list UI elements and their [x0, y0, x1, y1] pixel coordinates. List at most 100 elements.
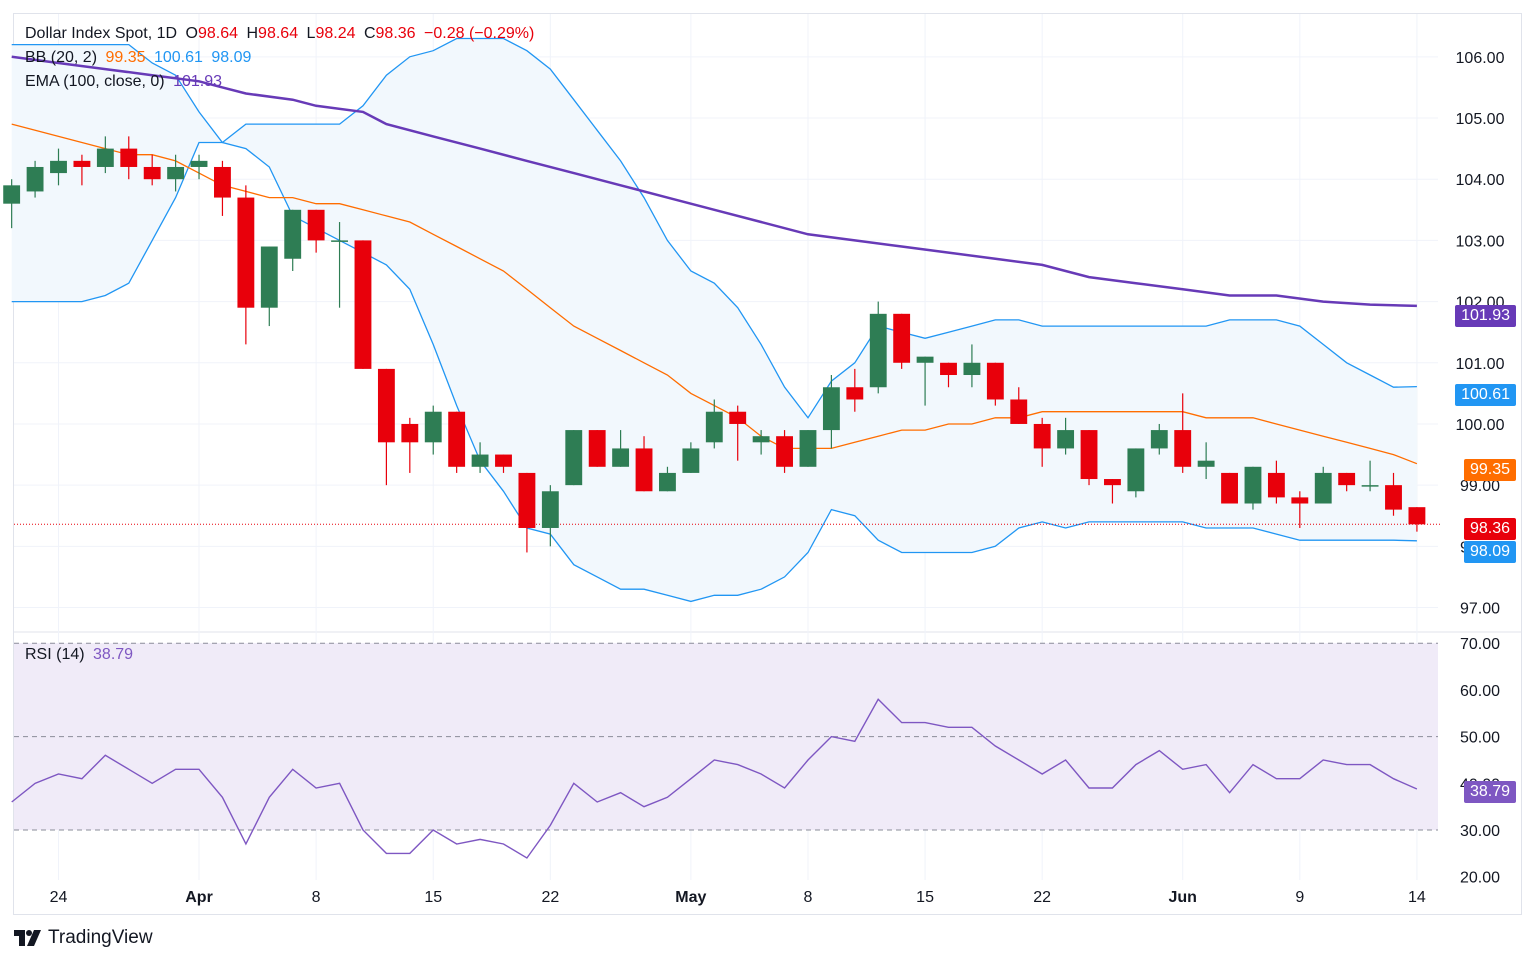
- time-tick-label: May: [675, 889, 706, 906]
- rsi-tick-label: 20.00: [1460, 870, 1500, 887]
- bb-upper-price-label: 100.61: [1455, 384, 1516, 406]
- candle-body: [73, 160, 91, 167]
- low-label: L: [306, 25, 316, 42]
- candle-body: [471, 454, 489, 467]
- price-tick-label: 99.00: [1460, 478, 1500, 495]
- candle-body: [260, 246, 278, 308]
- price-tick-label: 105.00: [1456, 111, 1505, 128]
- price-tick-label: 106.00: [1456, 50, 1505, 67]
- candle-body: [1033, 423, 1051, 449]
- legend-high: H98.64: [246, 25, 298, 42]
- candle-body: [752, 436, 770, 443]
- close-label: C: [363, 25, 376, 42]
- candle-body: [1080, 430, 1098, 480]
- legend-bb-label: BB (20, 2): [25, 49, 98, 66]
- bb-band-line-a: [11, 37, 1417, 419]
- legend-close: C98.36: [364, 25, 416, 42]
- candle-body: [682, 448, 700, 473]
- rsi-tick-label: 50.00: [1460, 730, 1500, 747]
- legend-symbol-row: Dollar Index Spot, 1D O98.64 H98.64 L98.…: [25, 24, 538, 44]
- legend-bb-lower: 98.09: [211, 49, 252, 66]
- candle-body: [986, 362, 1004, 400]
- legend-open: O98.64: [186, 25, 239, 42]
- candle-body: [846, 387, 864, 400]
- chart-frame: [13, 13, 1522, 915]
- rsi-price-label: 38.79: [1463, 781, 1516, 803]
- candle-body: [963, 362, 981, 376]
- rsi-tick-label: 70.00: [1460, 636, 1500, 653]
- time-tick-label: 8: [804, 889, 813, 906]
- candle-body: [1361, 485, 1379, 487]
- candle-body: [1174, 430, 1192, 467]
- candle-body: [448, 411, 466, 467]
- time-tick-label: 22: [541, 889, 559, 906]
- candle-body: [776, 436, 793, 467]
- candle-body: [940, 362, 957, 376]
- candle-body: [893, 313, 911, 363]
- candle-body: [1150, 430, 1168, 449]
- candle-body: [916, 356, 934, 363]
- legend-rsi-value: 38.79: [93, 646, 134, 663]
- candle-body: [588, 430, 606, 467]
- close-value: 98.36: [375, 25, 416, 42]
- ema-line: [11, 55, 1417, 308]
- candle-body: [1338, 472, 1356, 486]
- price-tick-label: 97.00: [1460, 601, 1500, 618]
- high-value: 98.64: [258, 25, 299, 42]
- open-label: O: [185, 25, 198, 42]
- price-tick-label: 103.00: [1456, 233, 1505, 250]
- open-value: 98.64: [197, 25, 239, 42]
- candle-body: [565, 430, 583, 486]
- candle-body: [1010, 399, 1028, 424]
- time-tick-label: 8: [312, 889, 321, 906]
- high-label: H: [246, 25, 259, 42]
- bb-lower-price-label: 98.09: [1463, 541, 1516, 563]
- legend-ema-row: EMA (100, close, 0) 101.93: [25, 72, 226, 92]
- candle-body: [401, 423, 419, 443]
- candle-body: [1127, 448, 1145, 492]
- low-value: 98.24: [315, 25, 356, 42]
- time-tick-label: 15: [424, 889, 442, 906]
- candle-body: [96, 148, 114, 167]
- candle-body: [190, 160, 208, 167]
- candle-body: [612, 448, 630, 467]
- rsi-tick-label: 30.00: [1460, 823, 1500, 840]
- time-tick-label: 9: [1295, 889, 1304, 906]
- candle-body: [1244, 466, 1262, 504]
- legend-low: L98.24: [307, 25, 356, 42]
- price-tick-label: 100.00: [1456, 417, 1505, 434]
- bb-mid-line: [11, 123, 1418, 465]
- candle-body: [237, 197, 255, 308]
- price-tick-label: 101.00: [1456, 356, 1505, 373]
- legend-bb-upper: 100.61: [153, 49, 203, 66]
- legend-change: −0.28 (−0.29%): [424, 25, 535, 42]
- bb-mid-price-label: 99.35: [1463, 459, 1516, 481]
- bb-band-line-b: [11, 43, 1417, 603]
- legend-rsi-row: RSI (14) 38.79: [25, 645, 137, 665]
- candle-body: [143, 166, 161, 180]
- tradingview-logo-icon: [14, 930, 41, 946]
- candle-body: [799, 430, 817, 467]
- candle-body: [659, 472, 676, 492]
- candle-body: [518, 472, 536, 528]
- candle-body: [1314, 472, 1332, 504]
- candle-body: [1197, 460, 1215, 467]
- bb-fill: [11, 38, 1417, 602]
- time-tick-label: Apr: [185, 889, 213, 906]
- rsi-tick-label: 60.00: [1460, 683, 1500, 700]
- legend-ema-value: 101.93: [173, 73, 223, 90]
- candle-body: [284, 209, 302, 259]
- last-price-label: 98.36: [1463, 518, 1516, 540]
- tradingview-brand[interactable]: TradingView: [14, 927, 153, 949]
- candle-body: [822, 387, 840, 431]
- time-tick-label: 22: [1033, 889, 1051, 906]
- time-tick-label: Jun: [1168, 889, 1196, 906]
- candle-body: [331, 240, 348, 242]
- candle-body: [705, 411, 723, 443]
- candle-body: [635, 448, 653, 492]
- candle-body: [729, 411, 747, 424]
- legend-symbol: Dollar Index Spot, 1D: [25, 25, 178, 42]
- candle-body: [424, 411, 442, 443]
- candle-body: [1291, 497, 1309, 504]
